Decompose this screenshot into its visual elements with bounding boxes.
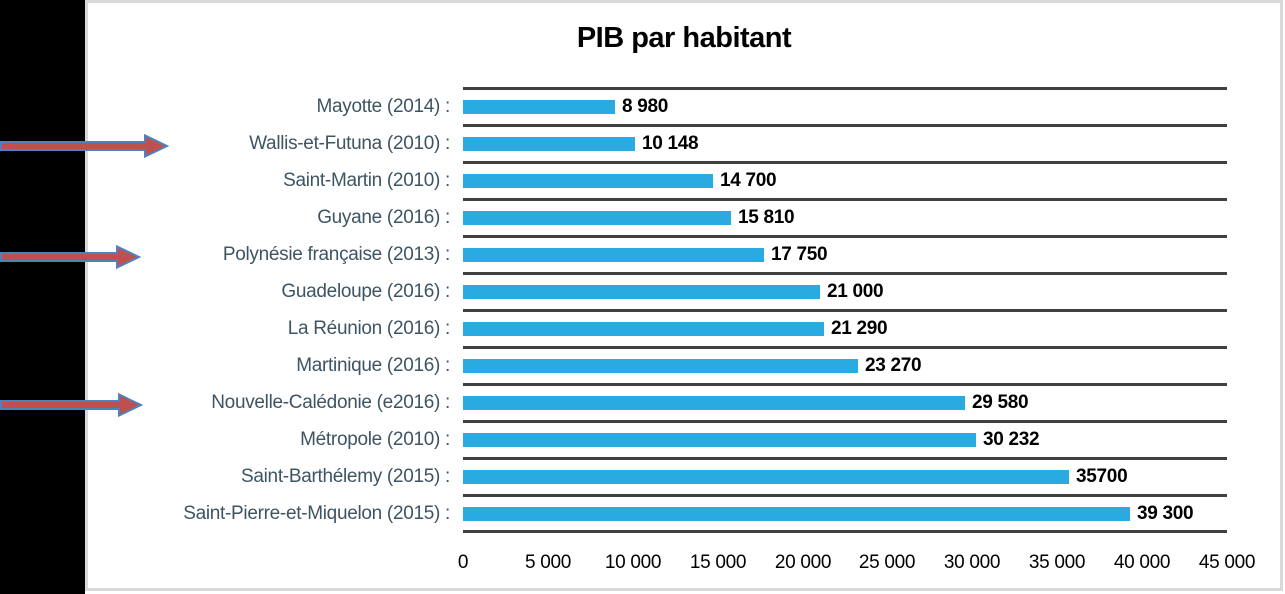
value-label: 30 232 bbox=[983, 429, 1040, 450]
gridline bbox=[463, 346, 1227, 349]
annotation-arrow-icon bbox=[0, 392, 144, 417]
x-axis-tick-label: 40 000 bbox=[1113, 552, 1171, 573]
plot-area: 8 980 10 148 14 700 15 810 17 750 21 000 21 29… bbox=[463, 87, 1227, 533]
category-label: Martinique (2016) : bbox=[296, 355, 450, 376]
gridline bbox=[463, 420, 1227, 423]
bar bbox=[463, 210, 731, 225]
value-label: 14 700 bbox=[720, 170, 777, 191]
value-label: 35700 bbox=[1076, 466, 1128, 487]
category-label: Guadeloupe (2016) : bbox=[281, 281, 450, 302]
gridline bbox=[463, 161, 1227, 164]
x-axis-tick-label: 35 000 bbox=[1028, 552, 1086, 573]
annotation-arrow-icon bbox=[0, 133, 170, 158]
bar bbox=[463, 321, 824, 336]
category-label: Guyane (2016) : bbox=[317, 207, 450, 228]
category-label: Wallis-et-Futuna (2010) : bbox=[249, 133, 450, 154]
x-axis-tick-label: 20 000 bbox=[774, 552, 832, 573]
x-axis-tick-label: 5 000 bbox=[524, 552, 572, 573]
chart-title: PIB par habitant bbox=[576, 22, 792, 54]
bar bbox=[463, 432, 976, 447]
gridline bbox=[463, 235, 1227, 238]
value-label: 8 980 bbox=[622, 96, 669, 117]
gridline bbox=[463, 494, 1227, 497]
category-label: La Réunion (2016) : bbox=[287, 318, 451, 339]
category-label: Polynésie française (2013) : bbox=[222, 244, 450, 265]
bar bbox=[463, 469, 1069, 484]
gridline bbox=[463, 272, 1227, 275]
bar bbox=[463, 247, 764, 262]
left-black-band bbox=[0, 0, 85, 594]
gridline bbox=[463, 530, 1227, 533]
x-axis-tick-label: 15 000 bbox=[689, 552, 747, 573]
gridline bbox=[463, 457, 1227, 460]
gridline bbox=[463, 383, 1227, 386]
value-label: 17 750 bbox=[771, 244, 828, 265]
gridline bbox=[463, 198, 1227, 201]
annotation-arrow-icon bbox=[0, 244, 142, 269]
value-label: 15 810 bbox=[738, 207, 795, 228]
bar bbox=[463, 173, 713, 188]
x-axis-tick-label: 45 000 bbox=[1198, 552, 1256, 573]
bar bbox=[463, 506, 1130, 521]
category-label: Mayotte (2014) : bbox=[316, 96, 450, 117]
bar bbox=[463, 136, 635, 151]
category-label: Métropole (2010) : bbox=[300, 429, 450, 450]
x-axis-tick-label: 0 bbox=[457, 552, 469, 573]
bar bbox=[463, 99, 615, 114]
category-label: Nouvelle-Calédonie (e2016) : bbox=[211, 392, 450, 413]
bar bbox=[463, 358, 858, 373]
category-label: Saint-Pierre-et-Miquelon (2015) : bbox=[183, 503, 450, 524]
category-label: Saint-Barthélemy (2015) : bbox=[241, 466, 450, 487]
category-label: Saint-Martin (2010) : bbox=[283, 170, 450, 191]
gridline bbox=[463, 309, 1227, 312]
x-axis-tick-label: 30 000 bbox=[943, 552, 1001, 573]
x-axis-tick-label: 10 000 bbox=[604, 552, 662, 573]
value-label: 39 300 bbox=[1137, 503, 1194, 524]
category-axis: Mayotte (2014) : Wallis-et-Futuna (2010) … bbox=[90, 88, 450, 532]
value-label: 21 000 bbox=[827, 281, 884, 302]
x-axis: 0 5 000 10 000 15 000 20 000 25 000 30 000 35 0… bbox=[458, 549, 1256, 579]
value-label: 29 580 bbox=[972, 392, 1029, 413]
value-label: 10 148 bbox=[642, 133, 699, 154]
value-label: 23 270 bbox=[865, 355, 922, 376]
bar bbox=[463, 284, 820, 299]
gridline bbox=[463, 87, 1227, 90]
gridline bbox=[463, 124, 1227, 127]
x-axis-tick-label: 25 000 bbox=[858, 552, 916, 573]
value-label: 21 290 bbox=[831, 318, 888, 339]
bar bbox=[463, 395, 965, 410]
